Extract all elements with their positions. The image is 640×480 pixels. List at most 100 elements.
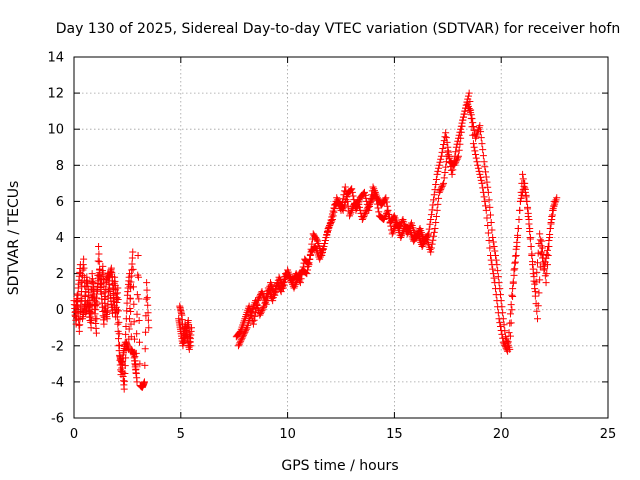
data-point bbox=[302, 269, 310, 277]
data-point bbox=[500, 321, 508, 329]
data-point bbox=[434, 167, 442, 175]
data-point bbox=[144, 309, 152, 317]
data-point bbox=[341, 187, 349, 195]
data-point bbox=[341, 183, 349, 191]
data-point bbox=[330, 208, 338, 216]
data-point bbox=[540, 258, 548, 266]
data-point bbox=[381, 195, 389, 203]
data-point bbox=[508, 291, 516, 299]
data-point bbox=[115, 307, 122, 315]
data-point bbox=[275, 283, 283, 291]
data-point bbox=[115, 318, 123, 326]
data-point bbox=[291, 282, 299, 290]
data-point bbox=[536, 276, 544, 284]
data-point bbox=[279, 279, 287, 287]
data-point bbox=[305, 259, 313, 267]
data-point bbox=[492, 291, 500, 299]
data-point bbox=[123, 299, 131, 307]
data-point bbox=[449, 166, 457, 174]
data-point bbox=[454, 137, 462, 145]
data-point bbox=[465, 89, 473, 97]
data-point bbox=[484, 183, 492, 191]
data-point bbox=[442, 134, 450, 142]
data-point bbox=[101, 292, 109, 300]
data-point bbox=[543, 270, 551, 278]
data-point bbox=[446, 159, 454, 167]
data-point bbox=[431, 224, 439, 232]
data-point bbox=[95, 250, 103, 258]
data-point bbox=[481, 197, 489, 205]
data-point bbox=[369, 183, 377, 191]
data-point bbox=[447, 166, 455, 174]
data-point bbox=[126, 282, 134, 290]
y-tick-label: 4 bbox=[56, 231, 64, 246]
data-point bbox=[469, 131, 477, 139]
data-point bbox=[323, 227, 331, 235]
data-point bbox=[437, 185, 445, 193]
data-point bbox=[475, 167, 483, 175]
data-point bbox=[372, 192, 380, 200]
data-point bbox=[433, 170, 441, 178]
data-point bbox=[480, 158, 488, 166]
data-point bbox=[262, 293, 270, 301]
data-point bbox=[460, 110, 468, 118]
y-tick-label: -4 bbox=[51, 375, 64, 390]
data-point bbox=[398, 232, 406, 240]
data-point bbox=[522, 191, 530, 199]
data-point bbox=[76, 321, 84, 329]
data-point bbox=[280, 276, 288, 284]
data-point bbox=[511, 265, 519, 273]
data-point bbox=[380, 215, 388, 223]
data-point bbox=[259, 305, 267, 313]
data-point bbox=[548, 211, 556, 219]
data-point bbox=[479, 184, 487, 192]
data-point bbox=[389, 228, 397, 236]
data-point bbox=[399, 228, 407, 236]
y-tick-label: 6 bbox=[56, 195, 64, 210]
data-point bbox=[366, 199, 374, 207]
data-point bbox=[482, 202, 490, 210]
data-point bbox=[134, 252, 142, 260]
data-point bbox=[87, 324, 95, 332]
data-point bbox=[99, 269, 107, 277]
data-point bbox=[442, 163, 450, 171]
data-point bbox=[527, 243, 535, 251]
data-point bbox=[100, 282, 108, 290]
data-point bbox=[519, 188, 527, 196]
data-point bbox=[420, 240, 428, 248]
data-point bbox=[487, 211, 495, 219]
data-point bbox=[101, 295, 109, 303]
data-point bbox=[445, 155, 453, 163]
data-points bbox=[70, 89, 561, 393]
chart-title: Day 130 of 2025, Sidereal Day-to-day VTE… bbox=[56, 21, 620, 37]
data-point bbox=[435, 161, 443, 169]
data-point bbox=[124, 345, 132, 353]
data-point bbox=[121, 377, 129, 385]
data-point bbox=[444, 147, 452, 155]
data-point bbox=[501, 343, 509, 351]
axis-ticks: 0 5 10 15 20 25 -6 -4 -2 0 2 4 6 8 10 12 14 bbox=[47, 51, 616, 443]
data-point bbox=[73, 291, 81, 299]
data-point bbox=[237, 337, 245, 345]
data-point bbox=[531, 285, 539, 293]
data-point bbox=[74, 297, 82, 305]
data-point bbox=[438, 182, 446, 190]
data-point bbox=[494, 303, 502, 311]
data-point bbox=[478, 140, 486, 148]
data-point bbox=[441, 169, 449, 177]
data-point bbox=[313, 236, 321, 244]
data-point bbox=[386, 218, 394, 226]
data-point bbox=[442, 158, 450, 166]
data-point bbox=[511, 252, 519, 260]
data-point bbox=[494, 267, 502, 275]
data-point bbox=[323, 230, 331, 238]
data-point bbox=[520, 182, 528, 190]
data-point bbox=[186, 342, 194, 350]
data-point bbox=[418, 243, 426, 251]
data-point bbox=[427, 244, 435, 252]
data-point bbox=[472, 150, 480, 158]
y-tick-label: 14 bbox=[47, 51, 64, 66]
data-point bbox=[445, 151, 453, 159]
data-point bbox=[76, 314, 84, 322]
